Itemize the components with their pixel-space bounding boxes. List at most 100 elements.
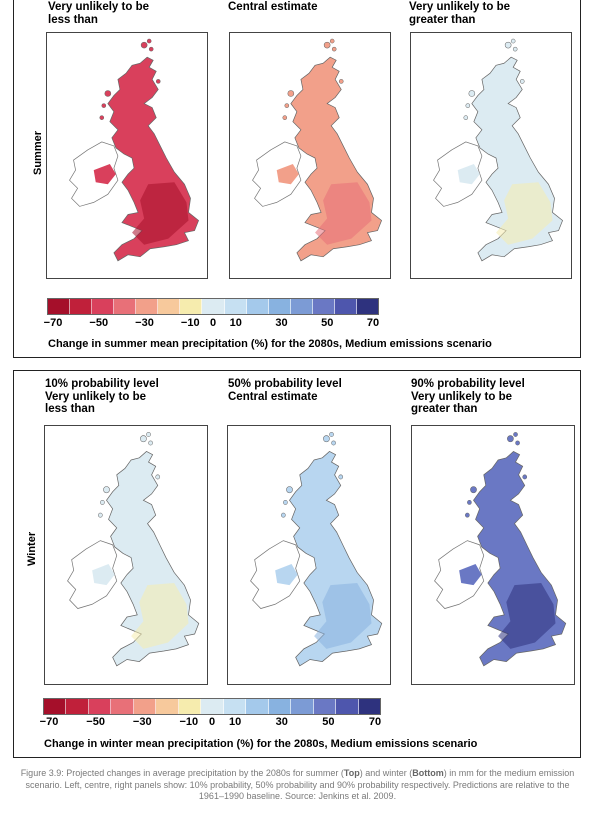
island-shape: [507, 435, 514, 443]
northern-ireland-region: [459, 563, 482, 586]
winter-map-dry: [44, 425, 208, 685]
scale-tick-label: 30: [275, 317, 288, 329]
scale-swatch: [114, 299, 137, 314]
scale-tick-label: −50: [89, 317, 109, 329]
scale-tick-label: 70: [368, 716, 382, 728]
scale-swatch: [202, 299, 225, 314]
scale-swatch: [44, 699, 67, 714]
figure-caption: Figure 3.9: Projected changes in average…: [20, 768, 575, 801]
summer-title-centre: Central estimate: [228, 1, 318, 13]
island-shape: [338, 474, 344, 480]
scale-tick-label: 30: [275, 716, 288, 728]
island-shape: [103, 486, 110, 494]
winter-scale-caption: Change in winter mean precipitation (%) …: [44, 738, 478, 750]
scale-swatch: [70, 299, 93, 314]
shaded-subregion: [496, 182, 553, 245]
island-shape: [284, 103, 290, 108]
scale-tick-label: −50: [86, 716, 105, 728]
scale-tick-label: −30: [132, 716, 152, 728]
scale-swatch: [223, 699, 247, 714]
island-shape: [155, 79, 161, 84]
island-shape: [465, 512, 470, 518]
uk-map-summer-dry: [69, 38, 199, 262]
island-shape: [140, 435, 147, 443]
scale-tick-label: −30: [135, 317, 154, 329]
scale-tick-label: 10: [229, 716, 242, 728]
island-shape: [287, 90, 295, 97]
island-shape: [467, 500, 472, 505]
island-shape: [519, 79, 525, 84]
scale-swatch: [356, 299, 378, 314]
scale-swatch: [224, 299, 247, 314]
scale-swatch: [334, 299, 357, 314]
scale-swatch: [88, 699, 112, 714]
northern-ireland-region: [457, 164, 480, 185]
island-shape: [515, 440, 520, 446]
scale-swatch: [313, 699, 337, 714]
ireland-outline: [434, 540, 485, 609]
island-shape: [98, 512, 103, 518]
island-shape: [465, 103, 471, 108]
island-shape: [286, 486, 293, 494]
scale-swatch: [136, 299, 159, 314]
summer-map-dry: [46, 32, 208, 279]
island-shape: [100, 500, 105, 505]
island-shape: [148, 440, 153, 446]
northern-ireland-region: [92, 563, 115, 586]
island-shape: [283, 500, 288, 505]
island-shape: [522, 474, 528, 480]
scale-swatch: [246, 699, 269, 714]
summer-panel: Summer Very unlikely to be less than Cen…: [13, 0, 581, 358]
island-shape: [338, 79, 344, 84]
scale-swatch: [246, 299, 269, 314]
shaded-subregion: [498, 583, 556, 649]
winter-panel: Winter 10% probability level Very unlike…: [13, 370, 581, 758]
summer-title-left: Very unlikely to be less than: [48, 1, 149, 26]
shaded-subregion: [315, 182, 372, 245]
scale-swatch: [336, 699, 359, 714]
scale-swatch: [201, 699, 224, 714]
island-shape: [323, 41, 331, 49]
island-shape: [282, 115, 288, 120]
summer-map-wet: [410, 32, 572, 279]
island-shape: [281, 512, 286, 518]
island-shape: [331, 440, 336, 446]
winter-title-right: 90% probability level Very unlikely to b…: [411, 378, 525, 415]
uk-map-summer-central: [252, 38, 382, 262]
scale-tick-label: −70: [43, 317, 63, 329]
island-shape: [512, 46, 518, 52]
scale-swatch: [133, 699, 157, 714]
uk-map-winter-central: [250, 432, 383, 667]
scale-tick-label: 70: [366, 317, 380, 329]
northern-ireland-region: [276, 164, 299, 185]
uk-map-winter-dry: [67, 432, 200, 667]
scale-tick-label: 50: [321, 317, 334, 329]
scale-tick-label: −10: [180, 317, 200, 329]
summer-side-label: Summer: [32, 130, 44, 175]
ireland-outline: [250, 540, 301, 609]
island-shape: [331, 46, 337, 52]
northern-ireland-region: [93, 164, 116, 185]
island-shape: [468, 90, 476, 97]
scale-swatch: [92, 299, 115, 314]
island-shape: [101, 103, 107, 108]
scale-swatch: [48, 299, 71, 314]
scale-swatch: [156, 699, 179, 714]
scale-tick-label: 10: [229, 317, 242, 329]
scale-tick-label: 0: [208, 716, 216, 728]
island-shape: [140, 41, 148, 49]
island-shape: [513, 432, 518, 437]
ireland-outline: [433, 141, 483, 207]
shaded-subregion: [314, 583, 372, 649]
summer-map-central: [229, 32, 391, 279]
island-shape: [510, 38, 516, 44]
island-shape: [329, 432, 334, 437]
ireland-outline: [252, 141, 302, 207]
scale-swatch: [312, 299, 335, 314]
northern-ireland-region: [275, 563, 298, 586]
island-shape: [504, 41, 512, 49]
winter-title-centre: 50% probability level Central estimate: [228, 378, 342, 403]
scale-tick-label: −70: [39, 716, 59, 728]
scale-tick-label: 0: [209, 317, 217, 329]
uk-map-summer-wet: [433, 38, 563, 262]
